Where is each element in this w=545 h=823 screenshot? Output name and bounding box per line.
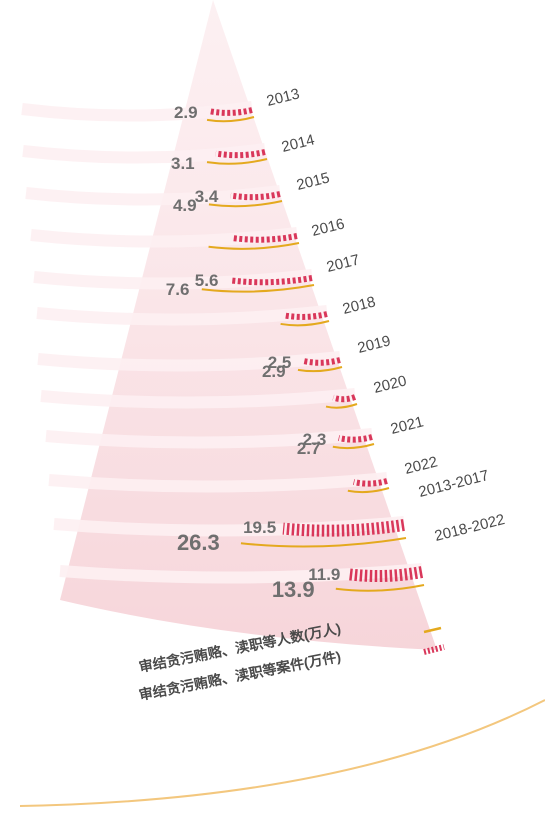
persons-line-2018-2022 xyxy=(335,584,425,592)
fan-band xyxy=(22,143,266,164)
persons-line-2020 xyxy=(325,403,358,409)
fan-band xyxy=(30,227,298,248)
cases-bar-2019 xyxy=(303,357,341,366)
fan-band xyxy=(48,472,388,493)
cases-value-label: 2.5 xyxy=(268,353,292,372)
cases-value-label: 5.6 xyxy=(195,271,219,290)
persons-value-label: 2.7 xyxy=(297,439,321,458)
persons-value-label: 7.6 xyxy=(166,280,190,299)
chart-marks xyxy=(201,107,425,592)
year-label: 2020 xyxy=(372,372,408,397)
cases-bar-2013 xyxy=(209,107,253,116)
year-label: 2017 xyxy=(325,251,361,276)
cases-value-label: 2.3 xyxy=(303,430,327,449)
persons-value-label: 2.9 xyxy=(262,362,286,381)
cases-bar-2020 xyxy=(332,394,357,403)
cases-bar-2018-2022 xyxy=(347,566,424,582)
persons-line-2013 xyxy=(206,116,255,123)
persons-line-2013-2017 xyxy=(240,537,407,548)
fan-band xyxy=(45,428,373,449)
persons-line-2022 xyxy=(347,487,390,494)
persons-line-2016 xyxy=(208,242,300,250)
year-label: 2019 xyxy=(356,332,392,357)
persons-line-2018 xyxy=(280,320,330,327)
persons-line-2019 xyxy=(297,366,343,373)
legend-cases-swatch xyxy=(423,644,445,655)
persons-line-2017 xyxy=(201,284,315,293)
fan-band xyxy=(36,305,328,326)
cases-bar-2015 xyxy=(230,191,281,201)
fan-background xyxy=(60,0,437,650)
fan-band xyxy=(25,185,281,206)
persons-line-2014 xyxy=(206,158,268,165)
persons-line-2015 xyxy=(208,200,283,208)
cases-bar-2018 xyxy=(282,311,328,320)
fan-band xyxy=(40,388,356,409)
cases-bar-2016 xyxy=(231,233,298,243)
year-label: 2018 xyxy=(341,293,377,318)
fan-band xyxy=(37,351,341,372)
fan-band xyxy=(59,563,423,584)
persons-value-label: 26.3 xyxy=(177,530,220,555)
year-label: 2013 xyxy=(265,85,301,110)
persons-line-2021 xyxy=(332,443,375,450)
cases-value-label: 2.9 xyxy=(174,103,198,122)
year-label: 2016 xyxy=(310,215,346,240)
cases-bar-2022 xyxy=(353,478,388,487)
year-label: 2021 xyxy=(389,413,425,438)
fan-band xyxy=(33,269,313,290)
legend-persons-swatch xyxy=(423,626,442,634)
persons-value-label: 3.1 xyxy=(171,154,195,173)
persons-value-label: 4.9 xyxy=(173,196,197,215)
year-label: 2022 xyxy=(403,453,439,478)
year-label: 2014 xyxy=(280,131,316,156)
cases-value-label: 11.9 xyxy=(308,565,340,584)
cases-value-label: 19.5 xyxy=(243,518,276,537)
cases-bar-2021 xyxy=(338,434,373,443)
year-label: 2018-2022 xyxy=(433,511,507,545)
decorative-arc xyxy=(19,699,545,807)
cases-bar-2017 xyxy=(230,275,313,286)
cases-value-label: 3.4 xyxy=(195,187,219,206)
cases-bar-2014 xyxy=(215,149,266,159)
cases-bar-2013-2017 xyxy=(282,519,405,537)
persons-value-label: 13.9 xyxy=(272,577,315,602)
year-label: 2015 xyxy=(295,169,331,194)
